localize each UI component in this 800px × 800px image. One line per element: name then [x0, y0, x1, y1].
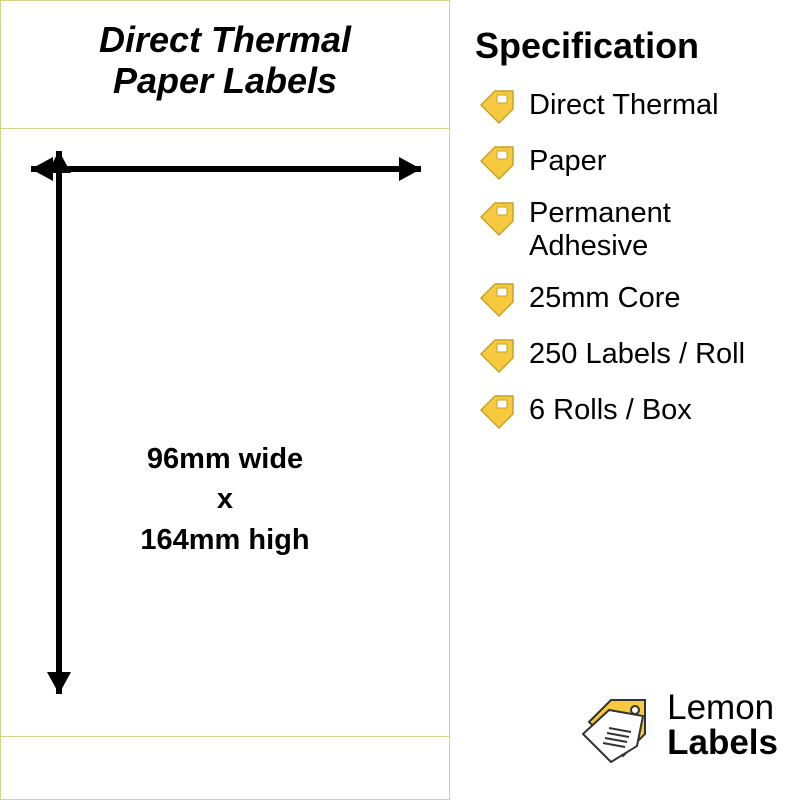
- tag-icon: [475, 334, 517, 376]
- tag-icon: [475, 141, 517, 183]
- tag-icon: [475, 85, 517, 127]
- brand-tag-icon: [569, 680, 659, 770]
- spec-item-label: 25mm Core: [529, 282, 681, 315]
- product-diagram-panel: Direct Thermal Paper Labels 96mm wide x …: [0, 0, 450, 800]
- spec-item: 25mm Core: [475, 278, 790, 320]
- spec-item: Paper: [475, 141, 790, 183]
- spec-item-label: Paper: [529, 145, 606, 178]
- product-title-line-1: Direct Thermal: [21, 19, 429, 60]
- spec-item: 6 Rolls / Box: [475, 390, 790, 432]
- brand-line-1: Lemon: [667, 688, 774, 727]
- spec-item-label: 6 Rolls / Box: [529, 394, 692, 427]
- brand-logo: Lemon Labels: [569, 680, 778, 770]
- spec-item: PermanentAdhesive: [475, 197, 790, 264]
- brand-line-2: Labels: [667, 723, 778, 762]
- spec-item-label: 250 Labels / Roll: [529, 338, 745, 371]
- width-value: 96mm: [147, 443, 231, 475]
- spec-item: 250 Labels / Roll: [475, 334, 790, 376]
- label-bottom-divider: [1, 736, 449, 737]
- dimension-arrows: [1, 129, 451, 739]
- dimension-text: 96mm wide x 164mm high: [1, 439, 449, 561]
- label-diagram: 96mm wide x 164mm high: [1, 129, 449, 787]
- spec-item-label: Direct Thermal: [529, 89, 719, 122]
- spec-item-label: PermanentAdhesive: [529, 197, 671, 264]
- dim-x: x: [217, 483, 233, 515]
- tag-icon: [475, 278, 517, 320]
- brand-text: Lemon Labels: [667, 690, 778, 760]
- width-label: wide: [239, 443, 303, 475]
- product-title-line-2: Paper Labels: [21, 60, 429, 101]
- height-label: high: [248, 524, 309, 556]
- spec-item: Direct Thermal: [475, 85, 790, 127]
- specification-panel: Specification Direct Thermal Paper: [450, 0, 800, 800]
- tag-icon: [475, 390, 517, 432]
- specification-list: Direct Thermal Paper PermanentAdhesive: [475, 85, 790, 432]
- product-title-box: Direct Thermal Paper Labels: [1, 1, 449, 129]
- height-value: 164mm: [140, 524, 240, 556]
- specification-heading: Specification: [475, 25, 790, 67]
- tag-icon: [475, 197, 517, 239]
